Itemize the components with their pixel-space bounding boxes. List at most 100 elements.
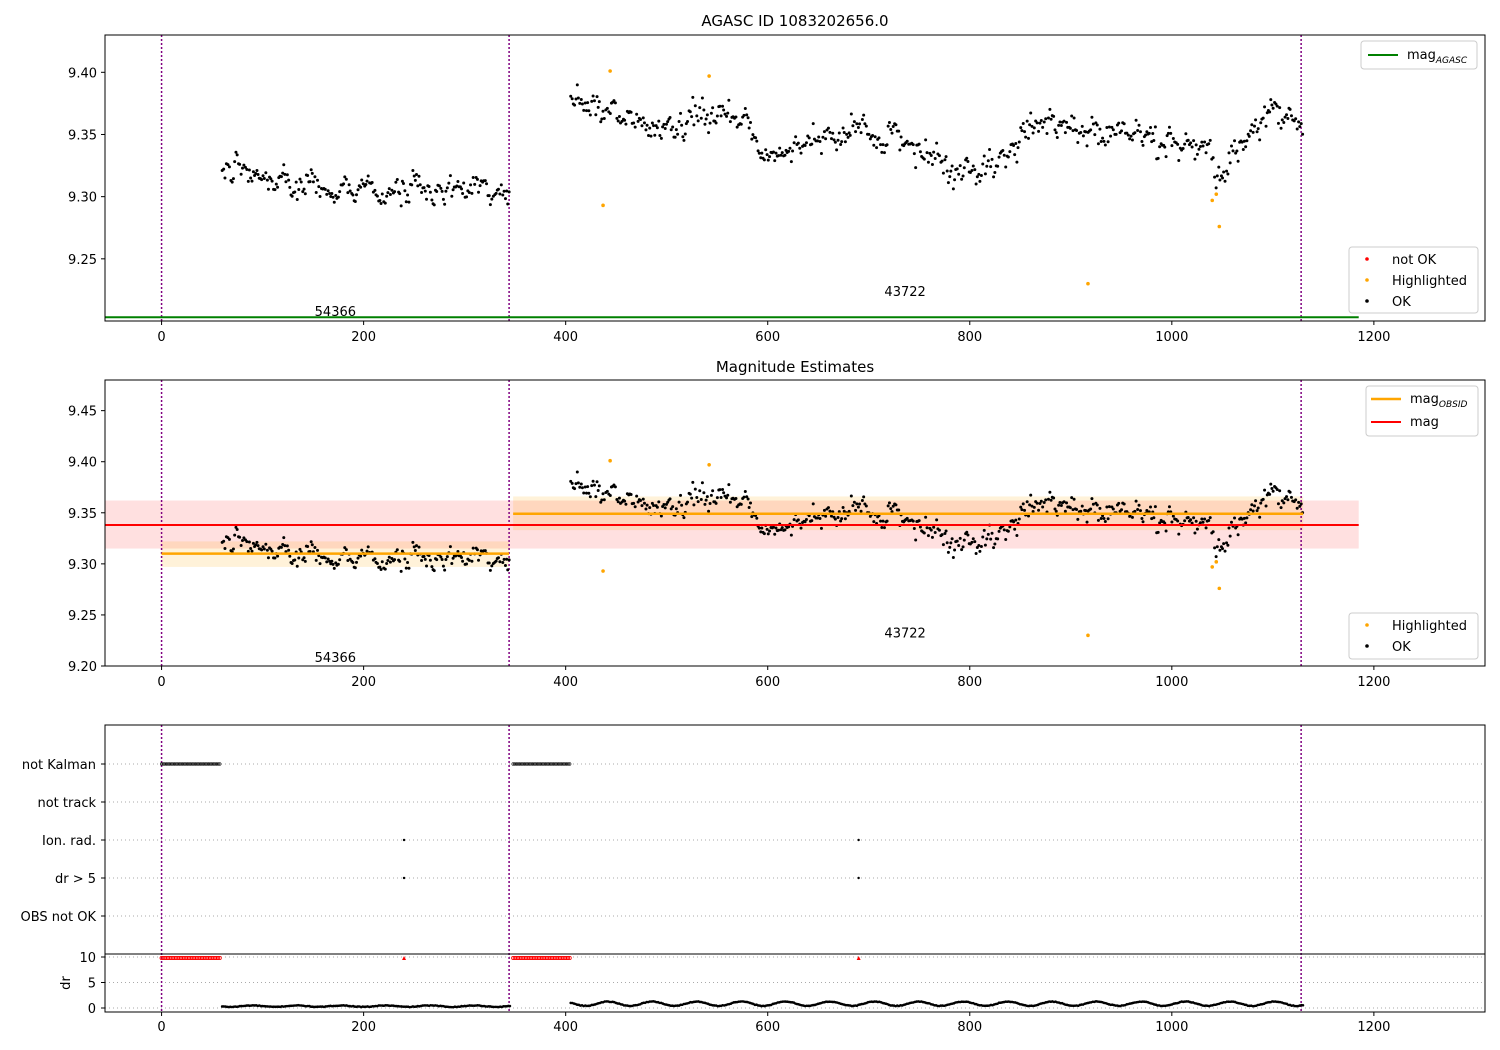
ok-point	[725, 114, 729, 118]
ok-point	[650, 121, 654, 125]
highlighted-point	[601, 569, 605, 573]
dr-clipped-marker	[402, 956, 407, 961]
ok-point	[1017, 140, 1021, 144]
ok-point	[815, 516, 819, 520]
ok-point	[666, 120, 670, 124]
ok-point	[804, 518, 808, 522]
plot-frame	[104, 379, 1486, 667]
x-tick-label: 1200	[1357, 675, 1390, 690]
ok-point	[592, 483, 596, 487]
ok-point	[862, 113, 866, 117]
ok-point	[746, 497, 750, 501]
ok-point	[633, 125, 637, 129]
ok-point	[789, 533, 793, 537]
ok-point	[668, 497, 672, 501]
highlighted-point	[1214, 560, 1219, 564]
x-tick-label: 1000	[1155, 1020, 1188, 1035]
ok-point	[1276, 502, 1280, 506]
ok-point	[600, 117, 604, 121]
ok-point	[1244, 521, 1248, 525]
ok-point	[242, 163, 246, 167]
ok-point	[1299, 502, 1303, 506]
ok-point	[1059, 124, 1063, 128]
ok-point	[629, 493, 633, 497]
ok-point	[1233, 139, 1237, 143]
ok-point	[1136, 129, 1140, 133]
ok-point	[332, 566, 336, 570]
ok-point	[774, 526, 778, 530]
flag-point	[555, 762, 559, 766]
ok-point	[875, 146, 879, 150]
ok-point	[595, 95, 599, 99]
ok-point	[378, 199, 382, 203]
ok-point	[1128, 137, 1132, 141]
ok-point	[503, 564, 507, 568]
highlighted-point	[707, 462, 711, 467]
ok-point	[1225, 169, 1229, 173]
ok-point	[930, 162, 934, 166]
ok-point	[677, 119, 681, 123]
flag-point	[526, 762, 530, 766]
ok-point	[1149, 505, 1153, 509]
ok-point	[1150, 140, 1154, 144]
ok-point	[1217, 538, 1221, 542]
ok-point	[977, 544, 981, 548]
ok-point	[308, 180, 312, 184]
ok-point	[1141, 143, 1145, 147]
ok-point	[302, 556, 306, 560]
ok-point	[704, 498, 708, 502]
ok-point	[1286, 117, 1290, 121]
ok-point	[608, 111, 612, 115]
ok-point	[620, 119, 624, 123]
ok-point	[328, 559, 332, 563]
ok-point	[1091, 122, 1095, 126]
ok-point	[1229, 520, 1233, 524]
ok-point	[590, 99, 594, 103]
ok-point	[1079, 131, 1083, 135]
ok-point	[298, 547, 302, 551]
ok-point	[636, 119, 640, 123]
ok-point	[575, 470, 579, 474]
ok-point	[299, 180, 303, 184]
ok-point	[1235, 149, 1239, 153]
ok-point	[288, 554, 292, 558]
ok-point	[407, 566, 411, 570]
ok-point	[854, 508, 858, 512]
ok-point	[613, 101, 617, 105]
ok-point	[659, 136, 663, 140]
ok-point	[1279, 126, 1283, 130]
flag-point	[522, 762, 527, 766]
ok-point	[674, 507, 678, 511]
ok-point	[406, 561, 410, 565]
ok-point	[804, 141, 808, 145]
ok-point	[905, 516, 909, 520]
ok-point	[1195, 527, 1199, 531]
ok-point	[882, 151, 886, 155]
ok-point	[1282, 501, 1286, 505]
ok-point	[662, 122, 666, 126]
ok-point	[407, 200, 411, 204]
ok-point	[1107, 505, 1111, 509]
ok-point	[1242, 516, 1246, 520]
ok-point	[243, 165, 247, 169]
ok-point	[1030, 504, 1034, 508]
ok-point	[1015, 534, 1019, 538]
ok-point	[1013, 153, 1017, 157]
ok-point	[586, 485, 590, 489]
flag-point	[511, 762, 515, 766]
ok-point	[648, 506, 652, 510]
ok-point	[465, 562, 469, 566]
ok-point	[261, 545, 265, 549]
ok-point	[298, 177, 302, 181]
ok-point	[777, 154, 781, 158]
ok-point	[416, 184, 420, 188]
ok-point	[864, 124, 868, 128]
ok-point	[1019, 126, 1023, 130]
ok-point	[303, 559, 307, 563]
ok-point	[867, 132, 871, 136]
flag-point	[184, 762, 188, 766]
ok-point	[249, 546, 253, 550]
ok-point	[460, 555, 464, 559]
ok-point	[584, 109, 588, 113]
ok-point	[843, 517, 847, 521]
